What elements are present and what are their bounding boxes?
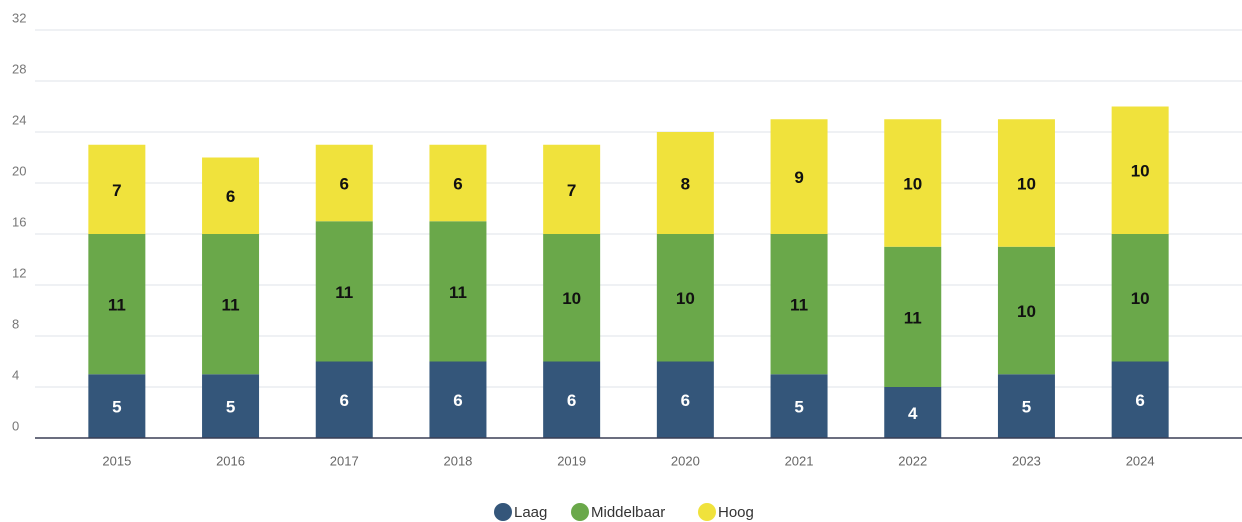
data-label: 10 (562, 289, 581, 308)
data-label: 9 (794, 168, 803, 187)
bar-segment (88, 234, 146, 375)
data-label: 4 (908, 404, 918, 423)
data-label: 10 (1131, 162, 1150, 181)
bar-segment (1111, 106, 1169, 234)
data-label: 5 (112, 398, 121, 417)
bar-segment (88, 374, 146, 438)
data-label: 10 (1017, 174, 1036, 193)
bar-segment (315, 361, 373, 438)
bar-segment (543, 361, 601, 438)
data-label: 6 (453, 174, 462, 193)
data-label: 6 (340, 174, 349, 193)
data-label: 10 (676, 289, 695, 308)
data-label: 10 (903, 174, 922, 193)
x-tick-label: 2020 (671, 453, 700, 468)
bar-segment (429, 361, 487, 438)
data-label: 6 (453, 391, 462, 410)
y-tick-label: 16 (12, 214, 26, 229)
bar-segment (656, 361, 714, 438)
bar-segment (202, 374, 260, 438)
x-tick-label: 2015 (102, 453, 131, 468)
data-label: 11 (222, 296, 240, 315)
bar-segment (884, 387, 942, 438)
data-label: 6 (1135, 391, 1144, 410)
data-label: 10 (1131, 289, 1150, 308)
x-tick-label: 2024 (1126, 453, 1155, 468)
legend-marker (571, 503, 589, 521)
bar-segment (770, 234, 828, 375)
bar-segment (1111, 361, 1169, 438)
legend-marker (494, 503, 512, 521)
bar-segment (656, 234, 714, 362)
data-label: 7 (112, 181, 121, 200)
bar-segment (315, 221, 373, 362)
bar-segment (770, 119, 828, 234)
bar-segment (543, 144, 601, 234)
y-tick-label: 20 (12, 163, 26, 178)
data-label: 11 (108, 296, 126, 315)
y-tick-label: 8 (12, 316, 19, 331)
data-label: 5 (794, 398, 803, 417)
bar-segment (997, 374, 1055, 438)
data-label: 6 (681, 391, 690, 410)
bar-segment (429, 144, 487, 222)
legend-label: Hoog (718, 504, 754, 521)
data-label: 11 (335, 283, 353, 302)
data-label: 5 (1022, 398, 1031, 417)
y-tick-label: 24 (12, 112, 26, 127)
bar-segment (202, 157, 260, 234)
y-tick-label: 28 (12, 61, 26, 76)
bar-segment (1111, 234, 1169, 362)
bar-segment (315, 144, 373, 222)
data-label: 7 (567, 181, 576, 200)
data-label: 11 (904, 308, 922, 327)
data-label: 5 (226, 398, 235, 417)
y-tick-label: 0 (12, 418, 19, 433)
data-label: 8 (681, 174, 690, 193)
bar-segment (202, 234, 260, 375)
bar-segment (543, 234, 601, 362)
x-tick-label: 2016 (216, 453, 245, 468)
x-tick-label: 2019 (557, 453, 586, 468)
y-tick-label: 4 (12, 367, 19, 382)
data-label: 6 (340, 391, 349, 410)
data-label: 11 (449, 283, 467, 302)
data-label: 10 (1017, 302, 1036, 321)
bar-segment (884, 119, 942, 247)
bar-segment (884, 246, 942, 387)
x-tick-label: 2022 (898, 453, 927, 468)
data-label: 6 (226, 187, 235, 206)
bar-segment (656, 132, 714, 234)
bar-segment (770, 374, 828, 438)
bar-segment (88, 144, 146, 234)
x-tick-label: 2017 (330, 453, 359, 468)
legend-marker (698, 503, 716, 521)
x-tick-label: 2023 (1012, 453, 1041, 468)
bar-segment (997, 246, 1055, 375)
bar-segment (429, 221, 487, 362)
legend-label: Laag (514, 504, 547, 521)
y-tick-label: 32 (12, 10, 26, 25)
y-tick-label: 12 (12, 265, 26, 280)
legend-label: Middelbaar (591, 504, 665, 521)
data-label: 11 (790, 296, 808, 315)
x-tick-label: 2021 (785, 453, 814, 468)
data-label: 6 (567, 391, 576, 410)
bar-segment (997, 119, 1055, 247)
x-tick-label: 2018 (443, 453, 472, 468)
